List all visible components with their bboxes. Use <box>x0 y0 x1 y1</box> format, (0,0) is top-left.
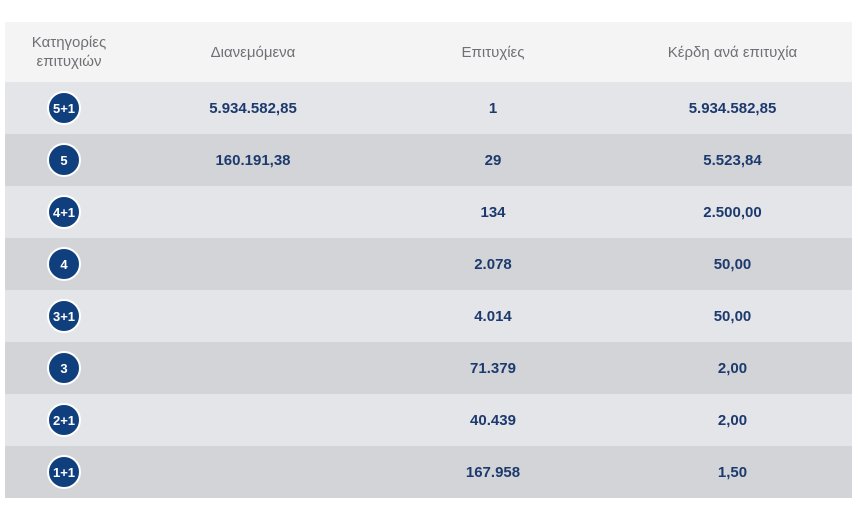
category-badge: 5+1 <box>47 91 81 125</box>
category-badge: 2+1 <box>47 403 81 437</box>
winners-value: 134 <box>480 203 506 221</box>
table-row: 1+1 167.958 1,50 <box>5 446 852 498</box>
category-badge: 3 <box>47 351 81 385</box>
prize-value: 2.500,00 <box>703 203 762 221</box>
table-row: 5+1 5.934.582,85 1 5.934.582,85 <box>5 82 852 134</box>
prize-value: 50,00 <box>713 307 752 325</box>
category-badge: 5 <box>47 143 81 177</box>
table-row: 5 160.191,38 29 5.523,84 <box>5 134 852 186</box>
table-row: 3+1 4.014 50,00 <box>5 290 852 342</box>
category-badge: 4+1 <box>47 195 81 229</box>
prize-value: 2,00 <box>717 411 748 429</box>
category-badge: 1+1 <box>47 455 81 489</box>
distributed-value: 160.191,38 <box>215 151 291 169</box>
winners-value: 4.014 <box>474 307 512 325</box>
table-header: Κατηγορίες επιτυχιών Διανεμόμενα Επιτυχί… <box>5 22 852 82</box>
table-row: 4+1 134 2.500,00 <box>5 186 852 238</box>
header-distributed: Διανεμόμενα <box>210 43 296 61</box>
results-table: Κατηγορίες επιτυχιών Διανεμόμενα Επιτυχί… <box>5 22 852 498</box>
category-badge: 4 <box>47 247 81 281</box>
prize-value: 50,00 <box>713 255 752 273</box>
winners-value: 29 <box>484 151 502 169</box>
winners-value: 167.958 <box>465 463 521 481</box>
prize-value: 5.934.582,85 <box>688 99 777 117</box>
winners-value: 71.379 <box>470 359 516 377</box>
prize-value: 2,00 <box>717 359 748 377</box>
header-category: Κατηγορίες επιτυχιών <box>31 34 107 70</box>
prize-value: 5.523,84 <box>703 151 762 169</box>
category-badge: 3+1 <box>47 299 81 333</box>
winners-value: 2.078 <box>474 255 512 273</box>
table-row: 4 2.078 50,00 <box>5 238 852 290</box>
table-row: 2+1 40.439 2,00 <box>5 394 852 446</box>
header-winners: Επιτυχίες <box>461 43 525 61</box>
winners-value: 1 <box>488 99 498 117</box>
winners-value: 40.439 <box>470 411 516 429</box>
prize-value: 1,50 <box>717 463 748 481</box>
table-row: 3 71.379 2,00 <box>5 342 852 394</box>
distributed-value: 5.934.582,85 <box>209 99 297 117</box>
header-prize-per-winner: Κέρδη ανά επιτυχία <box>667 43 798 61</box>
